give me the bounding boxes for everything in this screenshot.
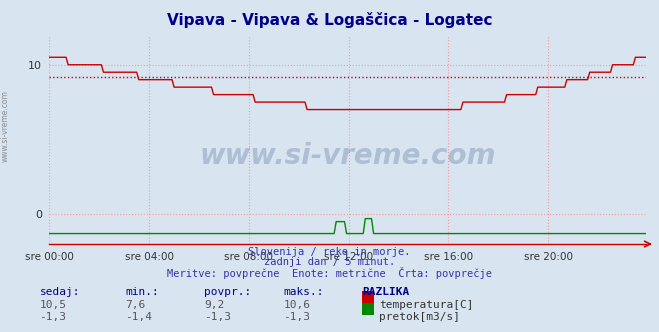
Text: Slovenija / reke in morje.: Slovenija / reke in morje. (248, 247, 411, 257)
Text: pretok[m3/s]: pretok[m3/s] (379, 312, 460, 322)
Text: temperatura[C]: temperatura[C] (379, 300, 473, 310)
Text: zadnji dan / 5 minut.: zadnji dan / 5 minut. (264, 257, 395, 267)
Text: RAZLIKA: RAZLIKA (362, 287, 410, 297)
Text: povpr.:: povpr.: (204, 287, 252, 297)
Text: -1,3: -1,3 (283, 312, 310, 322)
Text: www.si-vreme.com: www.si-vreme.com (1, 90, 10, 162)
Text: -1,3: -1,3 (40, 312, 67, 322)
Text: 9,2: 9,2 (204, 300, 225, 310)
Text: 10,6: 10,6 (283, 300, 310, 310)
Text: 7,6: 7,6 (125, 300, 146, 310)
Text: -1,4: -1,4 (125, 312, 152, 322)
Text: 10,5: 10,5 (40, 300, 67, 310)
Text: Meritve: povprečne  Enote: metrične  Črta: povprečje: Meritve: povprečne Enote: metrične Črta:… (167, 267, 492, 279)
Text: min.:: min.: (125, 287, 159, 297)
Text: www.si-vreme.com: www.si-vreme.com (200, 142, 496, 170)
Text: sedaj:: sedaj: (40, 287, 80, 297)
Text: maks.:: maks.: (283, 287, 324, 297)
Text: -1,3: -1,3 (204, 312, 231, 322)
Text: Vipava - Vipava & Logaščica - Logatec: Vipava - Vipava & Logaščica - Logatec (167, 12, 492, 28)
